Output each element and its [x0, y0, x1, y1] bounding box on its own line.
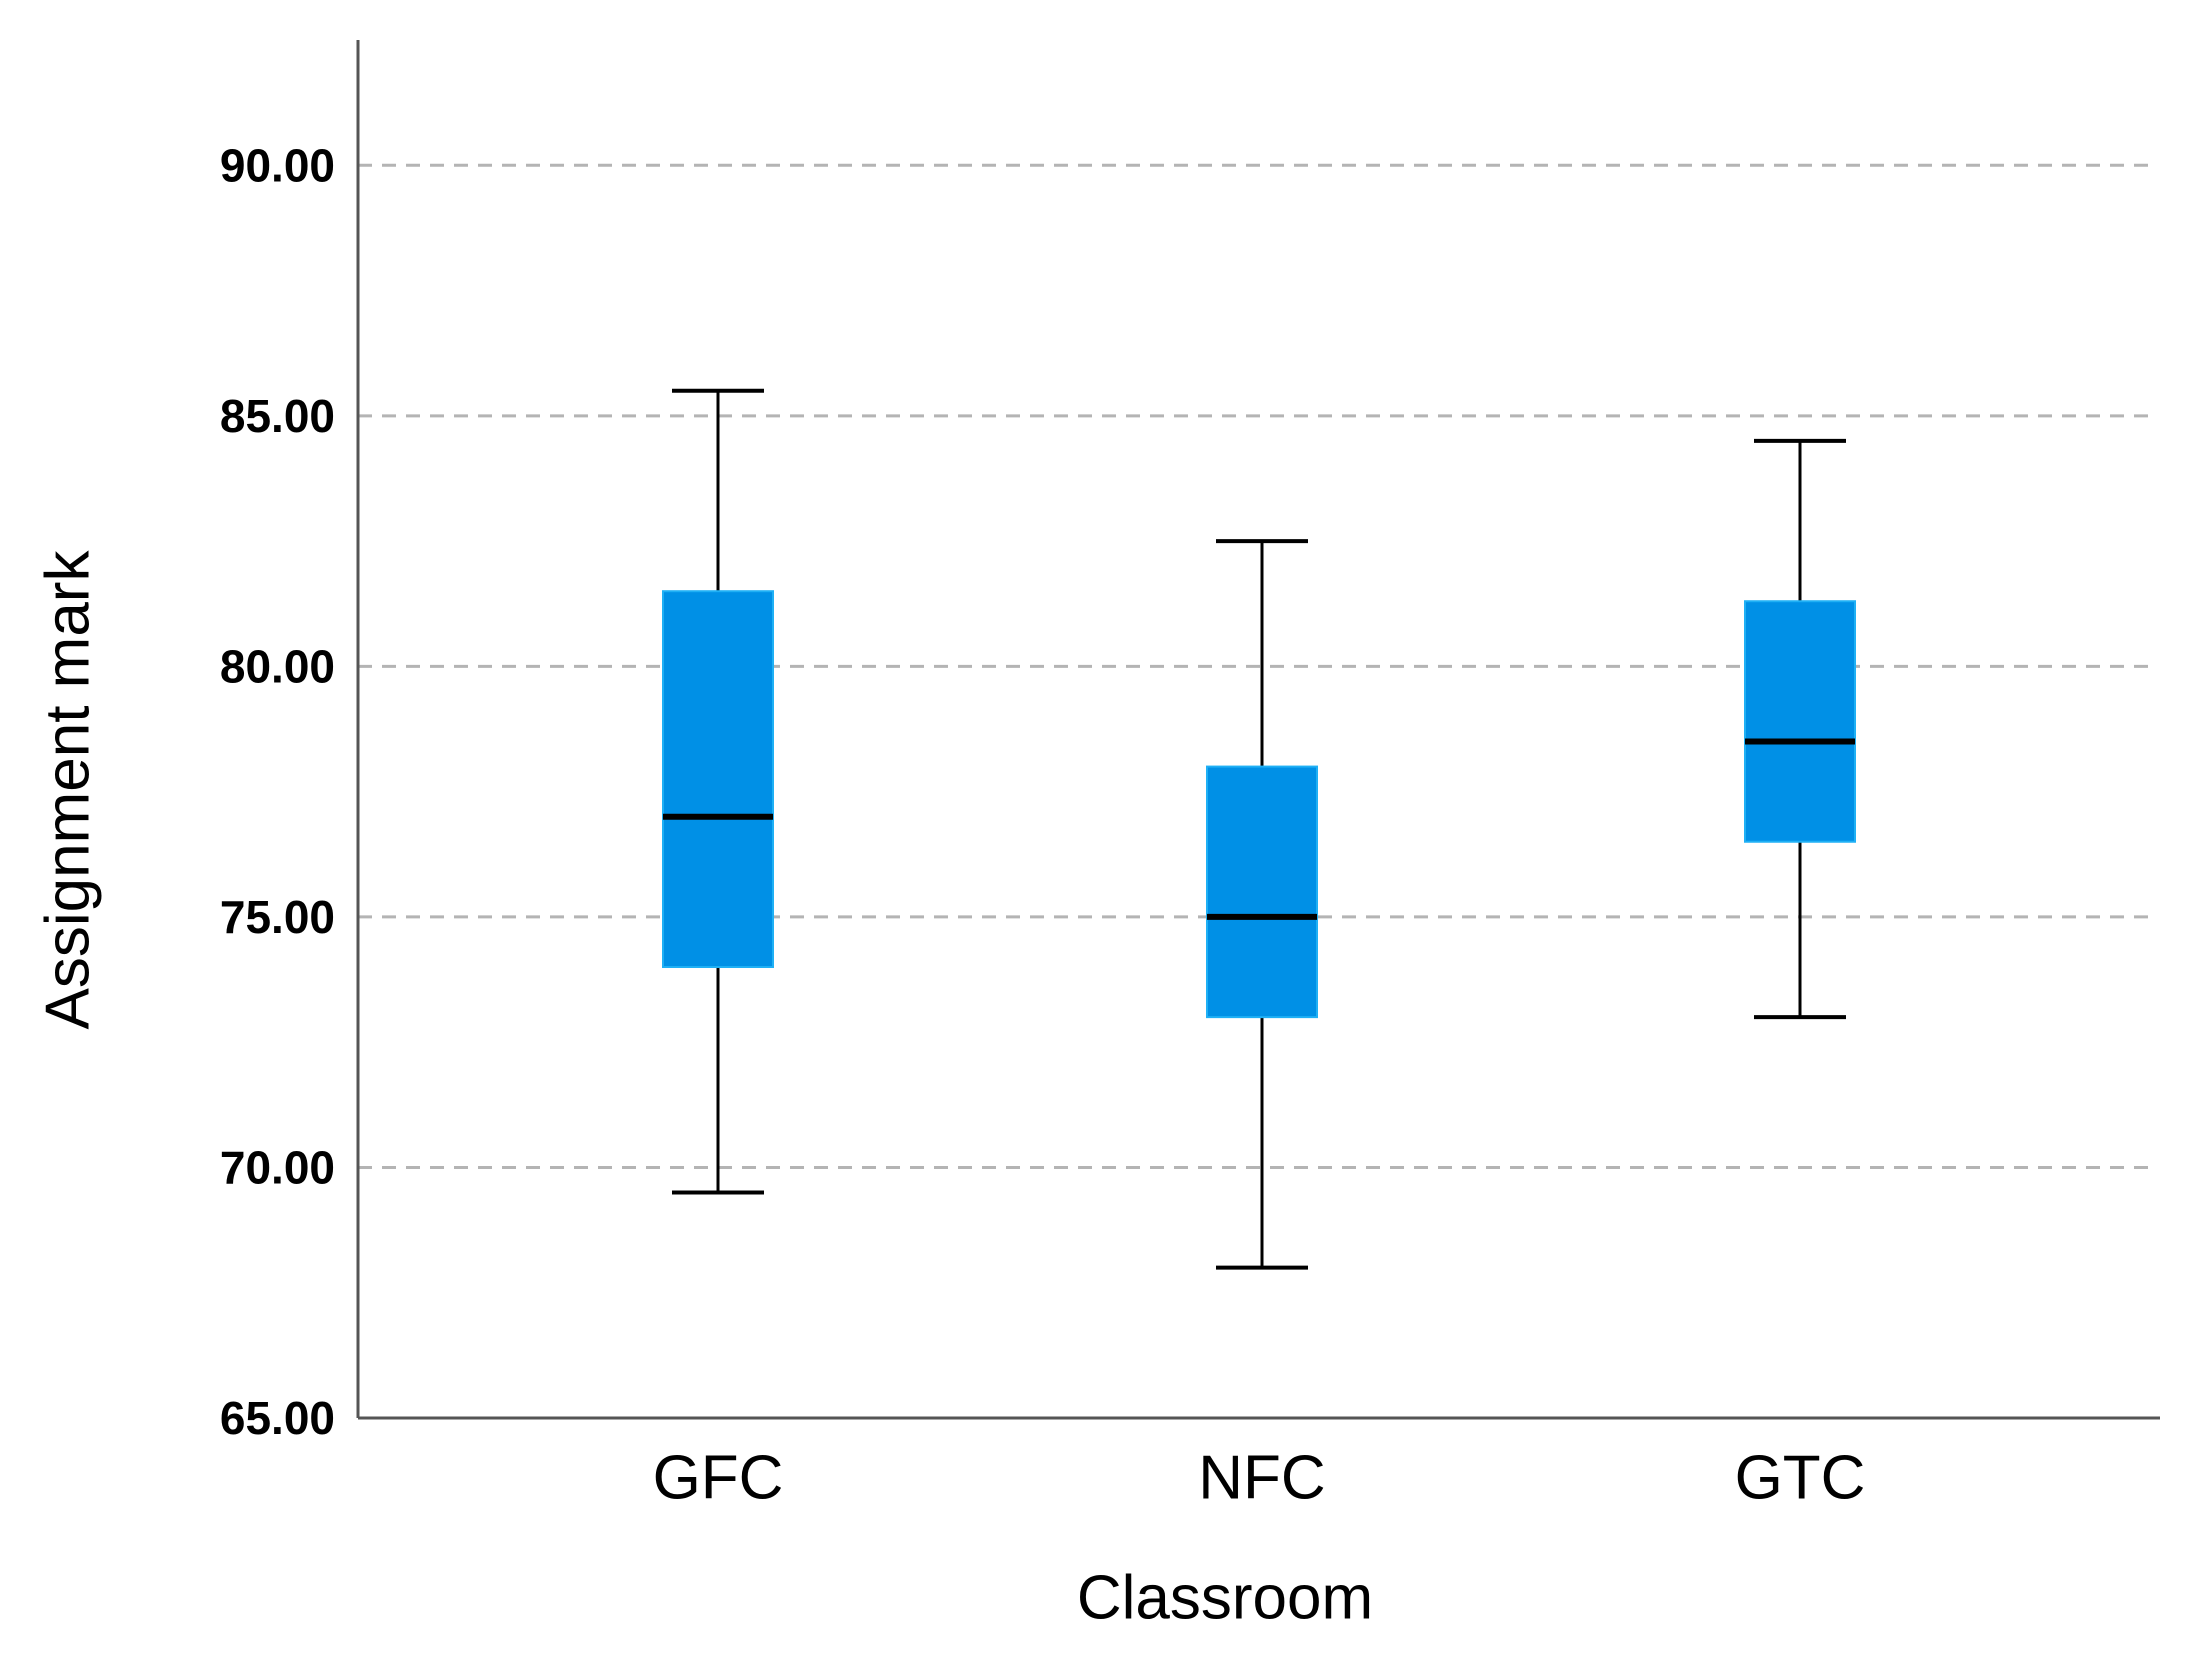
- x-axis-title: Classroom: [1077, 1564, 1373, 1633]
- gridlines: [358, 163, 2158, 1169]
- x-tick-label: GTC: [1735, 1444, 1866, 1513]
- y-tick-label: 90.00: [220, 139, 335, 191]
- axes: [356, 40, 2160, 1420]
- iqr-box: [1206, 765, 1318, 1019]
- x-tick-label: GFC: [653, 1444, 784, 1513]
- y-tick-labels: 65.00 70.00 75.00 80.00 85.00 90.00: [220, 139, 335, 1444]
- x-tick-labels: GFC NFC GTC: [653, 1444, 1866, 1513]
- y-tick-label: 80.00: [220, 640, 335, 692]
- boxes: [662, 388, 1856, 1270]
- iqr-box: [662, 590, 774, 969]
- box-nfc: [1206, 539, 1318, 1270]
- y-tick-label: 85.00: [220, 390, 335, 442]
- box-gtc: [1744, 438, 1856, 1020]
- y-tick-label: 75.00: [220, 891, 335, 943]
- y-tick-label: 65.00: [220, 1392, 335, 1444]
- box-gfc: [662, 388, 774, 1195]
- y-tick-label: 70.00: [220, 1141, 335, 1193]
- y-axis-title: Assignment mark: [34, 550, 103, 1030]
- iqr-box: [1744, 600, 1856, 843]
- x-tick-label: NFC: [1198, 1444, 1325, 1513]
